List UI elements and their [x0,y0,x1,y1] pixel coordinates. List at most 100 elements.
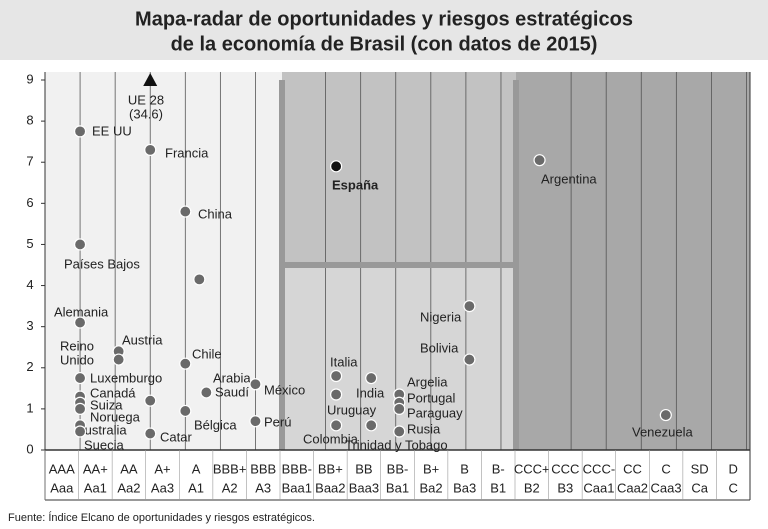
point [73,238,87,251]
y-tick-label: 5 [26,236,33,251]
point-label: (34.6) [129,106,163,121]
x-tick-label: Baa3 [349,480,379,495]
point-label: Chile [192,346,222,361]
point [179,357,192,370]
point-label: Reino [60,338,94,353]
x-tick-label: D [729,461,738,476]
point-label: Luxemburgo [90,370,162,385]
point-label: Alemania [54,304,109,319]
x-tick-label: CCC+ [514,461,550,476]
x-tick-label: AA [120,461,138,476]
x-tick-label: A [192,461,201,476]
point-label: Argelia [407,374,448,389]
point-label: Bélgica [194,417,237,432]
x-tick-label: BB+ [318,461,343,476]
point [330,388,343,401]
x-tick-label: C [661,461,670,476]
source: Fuente: Índice Elcano de oportunidades y… [8,511,315,524]
point [249,415,262,428]
point [73,371,87,385]
y-tick-label: 2 [26,359,33,374]
x-tick-label: AA+ [83,461,108,476]
point [143,73,158,86]
point [200,386,213,399]
x-tick-label: BB [355,461,372,476]
x-tick-label: B2 [524,480,540,495]
point-label: Trinidad y Tobago [345,437,448,452]
x-tick-label: B- [492,461,505,476]
x-tick-label: B [460,461,469,476]
point-label: Perú [264,414,291,429]
point-label: Arabia [213,370,251,385]
point-label: Uruguay [327,402,377,417]
point [330,369,343,383]
title: Mapa-radar de oportunidades y riesgos es… [135,8,633,30]
x-tick-label: Aa3 [151,480,174,495]
y-tick-label: 9 [26,71,33,86]
point-label: Argentina [541,171,597,186]
point [659,408,672,422]
point-label: Bolivia [420,340,459,355]
x-tick-label: Ca [691,480,708,495]
x-tick-label: CC [623,461,642,476]
point-label: Canadá [90,385,136,400]
point [144,143,157,156]
point [533,154,546,167]
point-label: Saudí [215,384,249,399]
y-tick-label: 8 [26,113,33,128]
x-tick-label: Aaa [50,480,74,495]
y-tick-label: 7 [26,154,33,169]
point [463,353,476,366]
point [249,378,262,391]
point-label: Suiza [90,397,123,412]
x-tick-label: CCC- [583,461,616,476]
x-tick-label: Baa2 [315,480,345,495]
point [393,402,406,415]
x-tick-label: A3 [255,480,271,495]
point-label: Suecia [84,437,125,452]
x-tick-label: Aa1 [84,480,107,495]
point-label: China [198,206,233,221]
point [193,273,206,286]
x-tick-label: Ba1 [386,480,409,495]
x-tick-label: Ba2 [420,480,443,495]
x-tick-label: B3 [557,480,573,495]
point-label: Nigeria [420,309,462,324]
x-tick-label: Ba3 [453,480,476,495]
point-label: Países Bajos [64,256,140,271]
point-label: Venezuela [632,424,693,439]
point [73,402,87,415]
x-tick-label: AAA [49,461,75,476]
point [179,205,192,218]
x-tick-label: A1 [188,480,204,495]
x-tick-label: BBB [250,461,276,476]
y-tick-label: 4 [26,277,33,292]
x-tick-label: BBB+ [213,461,247,476]
x-tick-label: Caa1 [583,480,614,495]
point-label: Portugal [407,390,456,405]
point [73,425,87,438]
point-label: Rusia [407,421,441,436]
point-label: Francia [165,145,209,160]
x-tick-label: SD [691,461,709,476]
x-tick-label: A+ [154,461,170,476]
zone [282,265,516,450]
title-band [0,0,768,60]
point-label: Austria [122,332,163,347]
point-label: EE UU [92,123,132,138]
x-tick-label: CCC [551,461,579,476]
y-tick-label: 1 [26,400,33,415]
point-label: Colombia [303,431,359,446]
point [73,316,87,329]
point [365,419,378,432]
point-label: UE 28 [128,92,164,107]
point-label: Noruega [90,409,141,424]
zone [516,72,750,450]
point [144,394,157,407]
point-label: México [264,382,305,397]
grid [79,72,747,450]
x-tick-label: BBB- [282,461,312,476]
point [393,425,406,438]
point [330,160,343,173]
x-tick-label: C [729,480,738,495]
